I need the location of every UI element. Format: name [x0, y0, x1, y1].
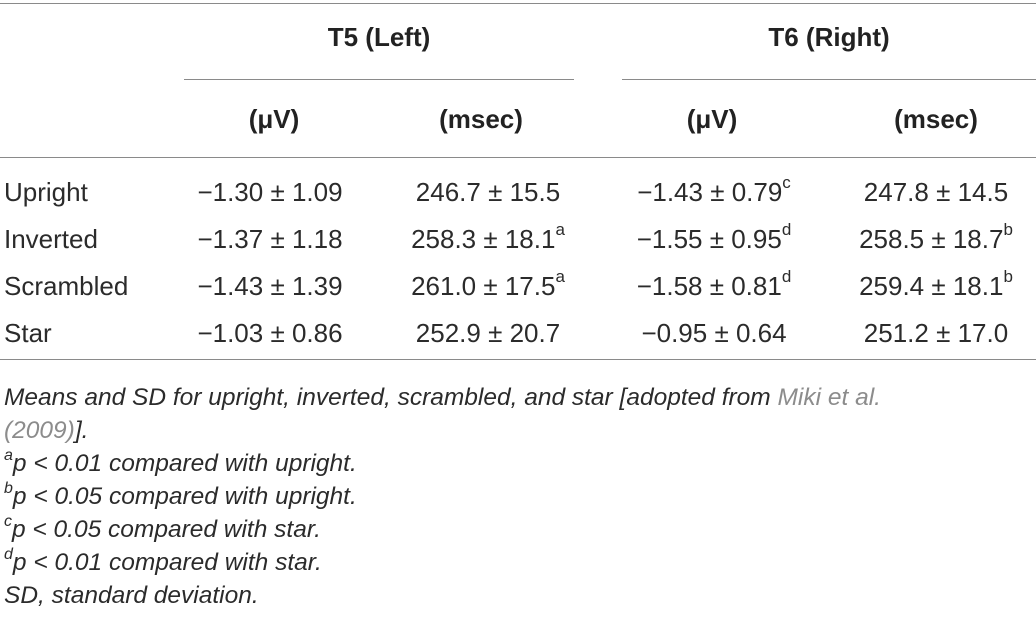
- header-rule: [0, 157, 1036, 158]
- t5-latency-cell: 258.3 ± 18.1a: [411, 220, 565, 254]
- table-top-rule: [0, 3, 1036, 4]
- t6-amplitude-cell: −1.55 ± 0.95d: [636, 220, 792, 254]
- table-row: Scrambled −1.43 ± 1.39 261.0 ± 17.5a −1.…: [0, 267, 1036, 318]
- t6-latency-cell: 258.5 ± 18.7b: [859, 220, 1013, 254]
- abbreviation-note: SD, standard deviation.: [4, 582, 259, 609]
- t5-group-rule: [184, 79, 574, 80]
- table-bottom-rule: [0, 359, 1036, 360]
- t6-amplitude-cell: −1.43 ± 0.79c: [637, 173, 791, 207]
- t6-latency-cell: 251.2 ± 17.0: [863, 318, 1009, 348]
- citation-link[interactable]: Miki et al. (2009): [4, 384, 881, 444]
- table-row: Inverted −1.37 ± 1.18 258.3 ± 18.1a −1.5…: [0, 220, 1036, 271]
- t5-latency-cell: 246.7 ± 15.5: [415, 177, 561, 207]
- t5-latency-cell: 261.0 ± 17.5a: [411, 267, 565, 301]
- row-label: Upright: [4, 177, 88, 207]
- footnote-b: bp < 0.05 compared with upright.: [4, 479, 357, 510]
- t6-amplitude-cell: −1.58 ± 0.81d: [636, 267, 792, 301]
- subheader-t5-latency: (msec): [439, 104, 523, 134]
- subheader-t6-amplitude: (μV): [686, 104, 738, 134]
- t5-amplitude-cell: −1.03 ± 0.86: [197, 318, 343, 348]
- subheader-t6-latency: (msec): [894, 104, 978, 134]
- group-header-t5: T5 (Left): [327, 22, 431, 52]
- row-label: Inverted: [4, 224, 98, 254]
- t5-latency-cell: 252.9 ± 20.7: [415, 318, 561, 348]
- t6-amplitude-cell: −0.95 ± 0.64: [641, 318, 787, 348]
- subheader-t5-amplitude: (μV): [248, 104, 300, 134]
- t6-latency-cell: 247.8 ± 14.5: [863, 177, 1009, 207]
- t5-amplitude-cell: −1.43 ± 1.39: [197, 271, 343, 301]
- table-footnotes: Means and SD for upright, inverted, scra…: [4, 381, 1034, 612]
- t5-amplitude-cell: −1.37 ± 1.18: [197, 224, 343, 254]
- table-caption: Means and SD for upright, inverted, scra…: [4, 384, 881, 444]
- table-row: Upright −1.30 ± 1.09 246.7 ± 15.5 −1.43 …: [0, 173, 1036, 224]
- footnote-a: ap < 0.01 compared with upright.: [4, 446, 357, 477]
- group-header-t6: T6 (Right): [768, 22, 890, 52]
- footnote-c: cp < 0.05 compared with star.: [4, 512, 321, 543]
- footnote-d: dp < 0.01 compared with star.: [4, 545, 322, 576]
- row-label: Star: [4, 318, 52, 348]
- t6-latency-cell: 259.4 ± 18.1b: [859, 267, 1013, 301]
- t5-amplitude-cell: −1.30 ± 1.09: [197, 177, 343, 207]
- t6-group-rule: [622, 79, 1036, 80]
- table-row: Star −1.03 ± 0.86 252.9 ± 20.7 −0.95 ± 0…: [0, 318, 1036, 365]
- row-label: Scrambled: [4, 271, 129, 301]
